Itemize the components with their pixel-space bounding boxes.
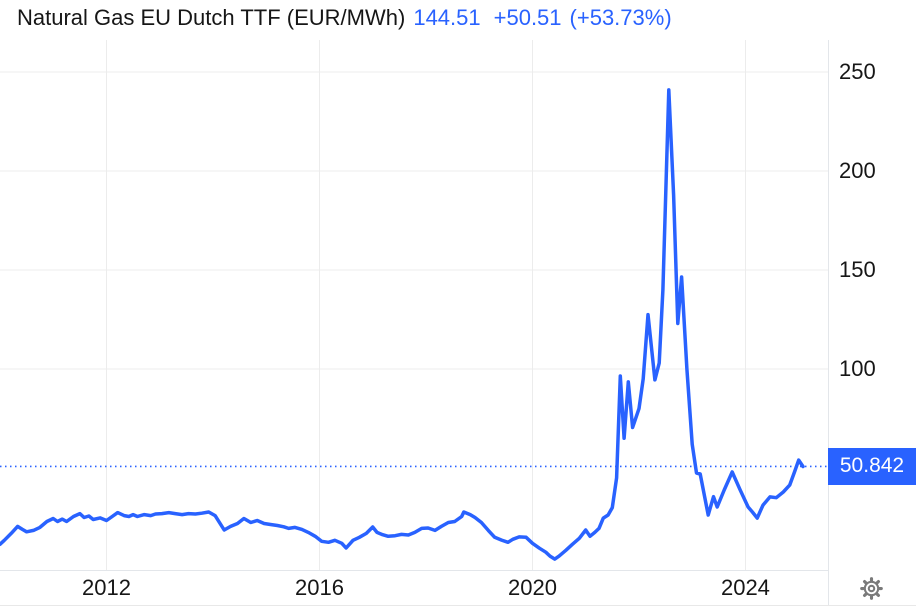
bottom-divider <box>0 605 916 606</box>
instrument-title: Natural Gas EU Dutch TTF (EUR/MWh) <box>17 5 406 30</box>
time-axis-label: 2012 <box>82 575 131 600</box>
price-axis-label: 150 <box>839 257 876 283</box>
time-axis-label: 2016 <box>295 575 344 600</box>
last-price-value: 144.51 <box>413 5 481 30</box>
price-change: +50.51 <box>493 5 562 30</box>
chart-header: Natural Gas EU Dutch TTF (EUR/MWh) 144.51… <box>17 4 672 32</box>
current-price-badge-value: 50.842 <box>839 454 905 478</box>
price-change-percent: (+53.73%) <box>569 5 672 30</box>
price-axis-label: 250 <box>839 59 876 85</box>
chart-plot-area[interactable] <box>0 40 828 570</box>
price-axis-label: 200 <box>839 158 876 184</box>
price-series-line <box>0 88 805 561</box>
time-axis-line <box>0 570 828 571</box>
time-axis-label: 2024 <box>720 575 770 600</box>
time-axis-label: 2020 <box>507 575 557 600</box>
current-price-badge: 50.842 <box>828 447 916 485</box>
gear-icon <box>859 576 884 601</box>
price-axis-label: 100 <box>839 356 876 382</box>
price-axis-line <box>828 40 829 605</box>
settings-button[interactable] <box>859 576 884 601</box>
